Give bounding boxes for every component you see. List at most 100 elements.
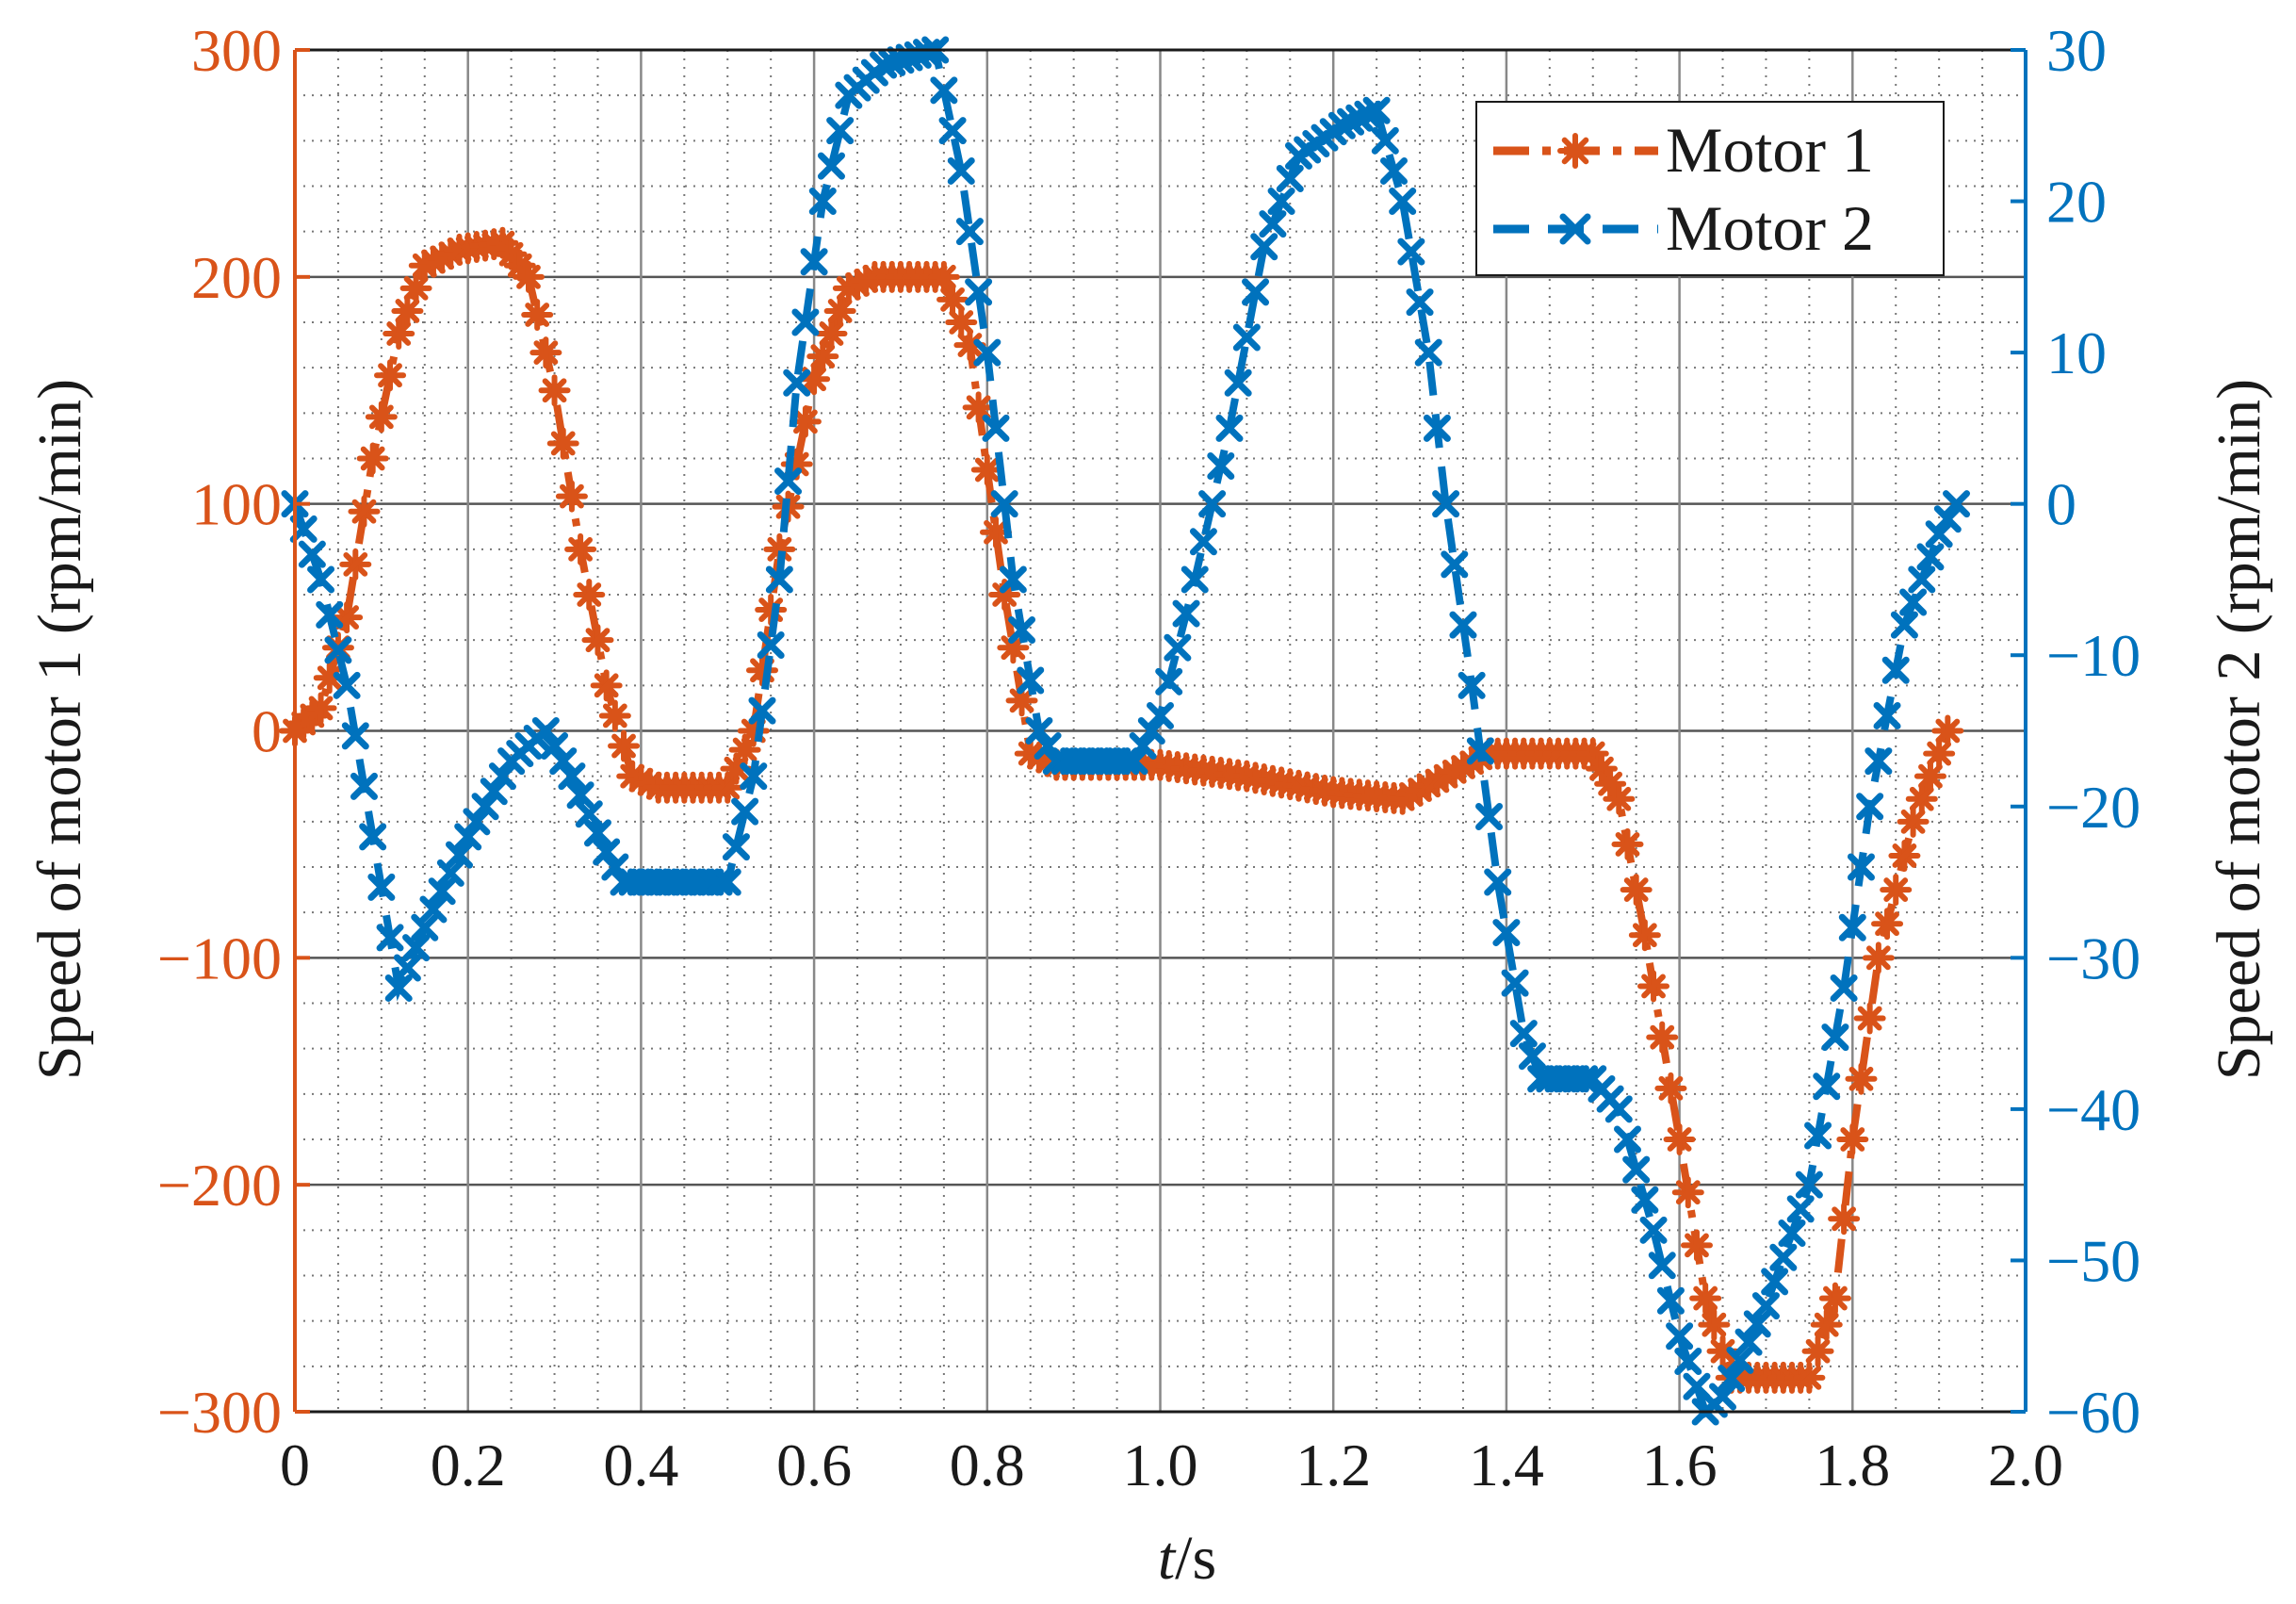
x-stroke — [765, 565, 793, 594]
x-stroke — [1389, 188, 1417, 216]
x-stroke — [1432, 490, 1460, 518]
motor-1-point — [945, 306, 978, 338]
x-stroke — [471, 793, 499, 821]
motor-1-point — [1880, 874, 1913, 907]
asterisk-stroke — [1857, 1006, 1882, 1031]
motor-2-point — [1371, 126, 1399, 155]
asterisk-stroke — [1675, 1180, 1701, 1205]
x-stroke — [1397, 237, 1425, 266]
asterisk-stroke — [343, 551, 368, 577]
motor-2-point — [359, 823, 387, 851]
motor-1-point — [936, 283, 969, 316]
motor-2-point — [541, 732, 569, 761]
asterisk-stroke — [568, 536, 594, 562]
motor-2-point — [965, 278, 993, 306]
motor-2-point — [1890, 611, 1918, 639]
motor-2-point — [1838, 913, 1866, 941]
motor-1-point — [383, 318, 415, 351]
left-y-tick-label: 200 — [191, 244, 282, 311]
motor-2-point — [419, 895, 448, 924]
x-stroke — [955, 218, 984, 246]
x-stroke — [1604, 1095, 1633, 1123]
asterisk-stroke — [368, 404, 394, 430]
motor-2-point — [1813, 1072, 1841, 1101]
motor-2-point — [1830, 974, 1858, 1002]
x-stroke — [1466, 737, 1494, 765]
asterisk-stroke — [594, 673, 619, 698]
x-stroke — [1943, 490, 1971, 518]
x-stroke — [1795, 1170, 1823, 1199]
motor-2-point — [1242, 278, 1270, 306]
asterisk-stroke — [1580, 741, 1605, 766]
asterisk-stroke — [1693, 1285, 1718, 1311]
x-stroke — [1224, 368, 1252, 397]
asterisk-stroke — [585, 628, 611, 653]
motor-1-point — [598, 699, 631, 732]
x-stroke — [1120, 747, 1148, 776]
asterisk-stroke — [1710, 1338, 1735, 1364]
motor-2-point — [566, 781, 594, 810]
x-stroke — [480, 777, 508, 806]
asterisk-stroke — [1875, 911, 1899, 937]
motor-2-point — [1198, 490, 1227, 518]
asterisk-stroke — [1685, 1233, 1709, 1258]
motor-2-point — [1933, 505, 1962, 533]
motor-2-point — [1761, 1268, 1789, 1296]
x-tick-label: 0.4 — [603, 1432, 678, 1498]
x-stroke — [817, 152, 845, 180]
asterisk-stroke — [940, 287, 965, 312]
motor-2-point — [1847, 853, 1875, 881]
x-stroke — [1371, 126, 1399, 155]
x-stroke — [1666, 1322, 1694, 1350]
x-stroke — [1406, 288, 1434, 317]
motor-1-point — [581, 624, 614, 657]
motor-2-point — [549, 747, 578, 776]
x-tick-label: 1.4 — [1469, 1432, 1544, 1498]
motor-2-point — [1267, 188, 1295, 216]
x-stroke — [1786, 1195, 1815, 1223]
motor-2-point — [1137, 717, 1165, 745]
x-stroke — [1172, 599, 1200, 628]
right-y-tick-label: −60 — [2046, 1379, 2141, 1446]
x-stroke — [1017, 666, 1045, 695]
motor-2-point — [800, 248, 828, 276]
x-stroke — [454, 823, 482, 851]
motor-1-point — [1931, 714, 1964, 747]
right-y-tick-label: 20 — [2046, 169, 2107, 236]
right-y-tick-label: −40 — [2046, 1076, 2141, 1143]
x-stroke — [1137, 717, 1165, 745]
motor-1-point — [1897, 805, 1930, 838]
motor-1-point — [1828, 1203, 1861, 1236]
motor-1-point — [590, 669, 623, 702]
motor-2-point — [1501, 969, 1529, 997]
asterisk-stroke — [1840, 1127, 1865, 1152]
asterisk-stroke — [1797, 1365, 1822, 1390]
motor-2-point — [488, 762, 516, 791]
x-stroke — [1778, 1219, 1806, 1248]
motor-1-point — [1698, 1308, 1731, 1341]
right-y-tick-label: −10 — [2046, 622, 2141, 689]
motor-1-point — [1671, 1176, 1704, 1209]
motor-2-point — [1899, 588, 1928, 616]
x-stroke — [800, 248, 828, 276]
x-stroke — [999, 565, 1027, 594]
motor-2-point — [324, 636, 352, 664]
legend-box — [1475, 101, 1945, 276]
motor-2-point — [1259, 210, 1287, 238]
x-stroke — [1881, 656, 1910, 684]
x-stroke — [1559, 213, 1591, 245]
x-stroke — [1423, 414, 1451, 442]
x-stroke — [808, 188, 837, 216]
motor-2-point — [1821, 1023, 1849, 1052]
x-stroke — [1734, 1328, 1763, 1356]
asterisk-stroke — [1598, 771, 1623, 796]
right-y-tick-label: 10 — [2046, 319, 2107, 386]
x-stroke — [748, 696, 776, 725]
motor-2-point — [575, 800, 603, 828]
motor-1-point — [1845, 1062, 1878, 1095]
asterisk-stroke — [810, 344, 836, 369]
motor-2-point — [1804, 1121, 1832, 1150]
asterisk-stroke — [1814, 1312, 1839, 1337]
asterisk-stroke — [533, 340, 559, 366]
x-stroke — [1457, 671, 1486, 699]
